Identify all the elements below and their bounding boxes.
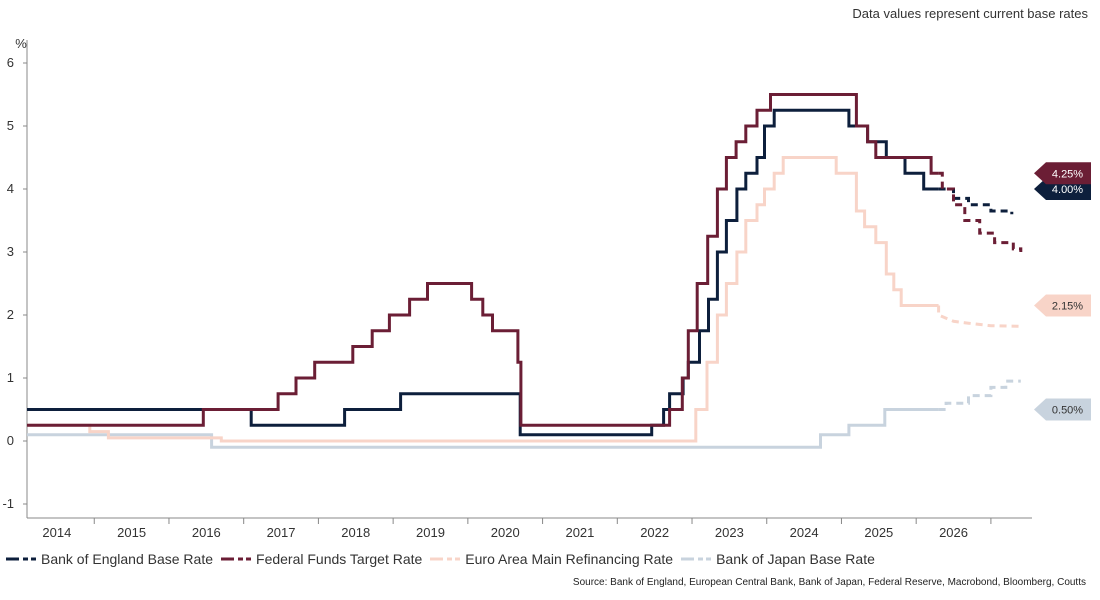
legend-label: Bank of Japan Base Rate xyxy=(716,551,875,567)
y-tick-label: -1 xyxy=(2,496,14,511)
legend-swatch xyxy=(6,557,38,561)
x-tick-label: 2016 xyxy=(192,525,221,540)
legend-item: Euro Area Main Refinancing Rate xyxy=(430,551,673,567)
x-tick-label: 2017 xyxy=(267,525,296,540)
x-tick-label: 2023 xyxy=(715,525,744,540)
euro-area-main-refinancing-rate-line xyxy=(27,156,939,443)
x-tick-label: 2025 xyxy=(864,525,893,540)
series-layer xyxy=(27,93,1023,449)
x-tick-label: 2021 xyxy=(565,525,594,540)
legend-item: Bank of England Base Rate xyxy=(6,551,213,567)
source-note: Source: Bank of England, European Centra… xyxy=(572,577,1086,588)
federal-funds-target-rate-current-badge: 4.25% xyxy=(1034,162,1091,185)
value-badges: 4.00% 4.25% 2.15% 0.50% xyxy=(1034,162,1091,421)
bank-of-japan-base-rate-line xyxy=(27,408,939,449)
bank-of-england-base-rate-forecast-line xyxy=(938,187,1014,215)
badge-value: 4.25% xyxy=(1052,168,1083,180)
x-tick-label: 2026 xyxy=(939,525,968,540)
badge-shape xyxy=(1034,294,1091,317)
x-tick-label: 2019 xyxy=(416,525,445,540)
euro-area-main-refinancing-rate-forecast-line xyxy=(937,305,1021,328)
y-axis-label: % xyxy=(15,36,27,51)
badge-shape xyxy=(1034,398,1091,421)
legend-item: Bank of Japan Base Rate xyxy=(681,551,875,567)
badge-shape xyxy=(1034,162,1091,185)
bank-of-japan-base-rate-current-badge: 0.50% xyxy=(1034,398,1091,421)
legend-swatch xyxy=(430,557,463,561)
y-tick-label: 0 xyxy=(7,433,14,448)
y-tick-label: 1 xyxy=(7,370,14,385)
axes: % -1 0 1 2 3 4 5 6 2014 2015 2016 2017 2018 2019 2020 20… xyxy=(2,36,1032,540)
federal-funds-target-rate-line xyxy=(27,93,939,427)
x-tick-label: 2022 xyxy=(640,525,669,540)
legend-label: Federal Funds Target Rate xyxy=(256,551,423,567)
y-tick-label: 6 xyxy=(7,55,14,70)
federal-funds-target-rate-forecast-line xyxy=(938,171,1023,252)
chart-subtitle: Data values represent current base rates xyxy=(852,6,1088,21)
x-tick-label: 2024 xyxy=(790,525,819,540)
legend-label: Euro Area Main Refinancing Rate xyxy=(465,551,674,567)
x-tick-label: 2020 xyxy=(491,525,520,540)
legend-swatch xyxy=(221,557,254,561)
y-tick-label: 2 xyxy=(7,307,14,322)
badge-value: 4.00% xyxy=(1052,184,1083,196)
legend: Bank of England Base Rate Federal Funds T… xyxy=(6,551,883,567)
badge-value: 2.15% xyxy=(1052,301,1083,313)
bank-of-japan-base-rate-forecast-line xyxy=(938,379,1021,411)
y-tick-label: 3 xyxy=(7,244,14,259)
legend-label: Bank of England Base Rate xyxy=(41,551,214,567)
x-tick-label: 2018 xyxy=(341,525,370,540)
legend-swatch xyxy=(681,557,714,561)
x-tick-label: 2015 xyxy=(117,525,146,540)
y-tick-label: 5 xyxy=(7,118,14,133)
y-tick-label: 4 xyxy=(7,181,14,196)
badge-value: 0.50% xyxy=(1052,405,1083,417)
x-tick-label: 2014 xyxy=(42,525,71,540)
legend-item: Federal Funds Target Rate xyxy=(221,551,422,567)
euro-area-main-refinancing-rate-current-badge: 2.15% xyxy=(1034,294,1091,317)
